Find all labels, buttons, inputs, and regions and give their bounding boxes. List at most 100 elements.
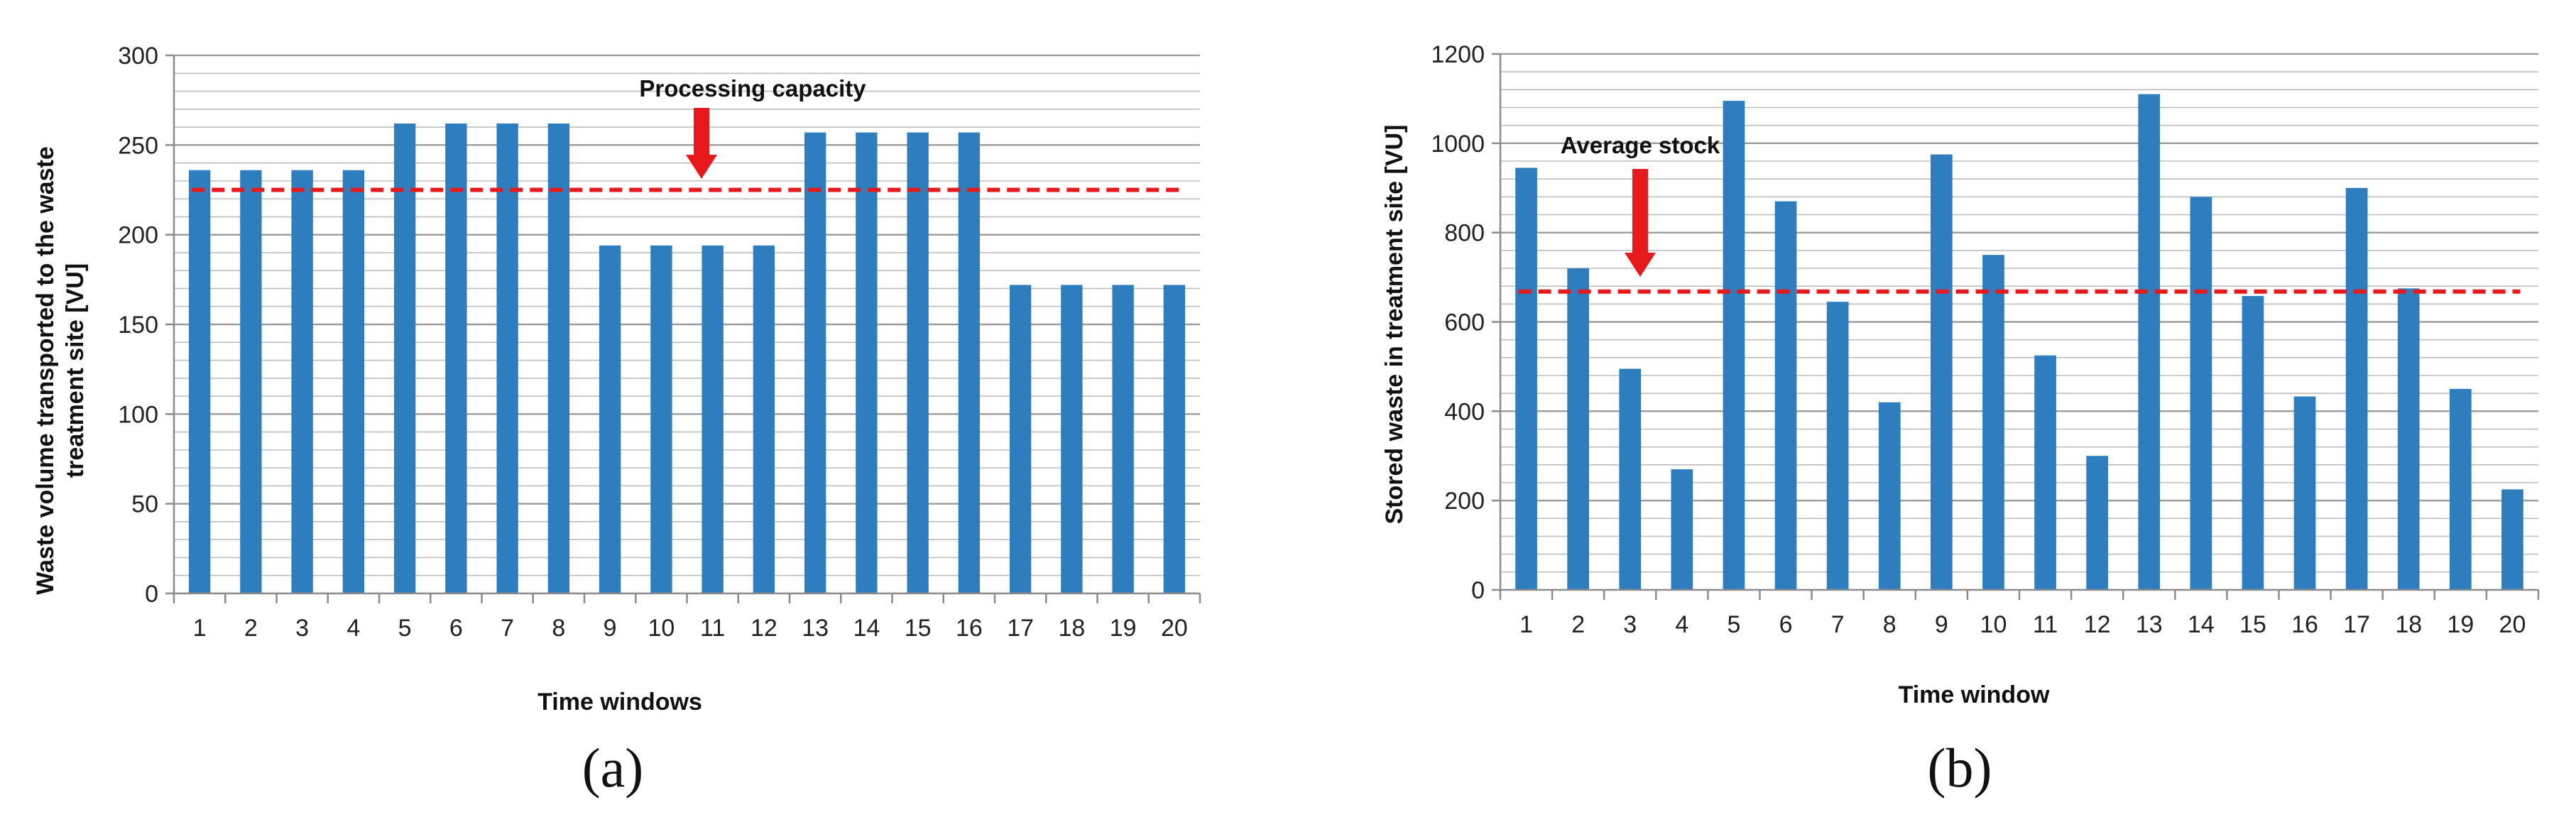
chart-a-x-tick-label: 2 [244, 615, 258, 642]
chart-a-bar [907, 132, 929, 593]
chart-a-x-tick-label: 15 [905, 615, 932, 642]
chart-a-x-tick-label: 4 [346, 615, 360, 642]
chart-a-bar [1061, 285, 1083, 593]
chart-b-x-tick-label: 5 [1727, 611, 1740, 638]
chart-b-x-axis-label: Time window [1899, 681, 2050, 708]
chart-a-bar [804, 132, 826, 593]
chart-a-bar [342, 170, 365, 593]
chart-b-x-tick-label: 11 [2033, 611, 2058, 638]
chart-a-bar [240, 170, 262, 593]
chart-a-x-tick-label: 18 [1058, 615, 1085, 642]
chart-b-bar [2034, 355, 2056, 590]
chart-a-y-axis-label-line2: treatment site [VU] [62, 263, 89, 478]
chart-a-x-tick-label: 1 [193, 615, 207, 642]
chart-b-bar [2138, 94, 2161, 590]
chart-b-y-tick-label: 1200 [1431, 41, 1485, 68]
chart-a-x-axis-label: Time windows [537, 689, 702, 715]
chart-b-bar [2190, 197, 2212, 590]
chart-b-bar [2449, 388, 2472, 590]
chart-a-y-axis-label: Waste volume transported to the waste tr… [32, 146, 89, 595]
chart-a-bar [496, 124, 518, 594]
chart-b-y-tick-label: 600 [1444, 309, 1485, 336]
chart-a-y-tick-labels: 0 50 100 150 200 250 300 [118, 43, 158, 608]
chart-b-x-tick-label: 6 [1779, 611, 1793, 638]
chart-a-axes [165, 54, 1201, 603]
chart-b-bar [2501, 489, 2523, 590]
chart-a-x-tick-label: 20 [1161, 615, 1188, 642]
chart-b-arrow-icon [1625, 169, 1656, 277]
chart-b-bar [1826, 302, 1849, 590]
chart-b-x-tick-label: 4 [1675, 611, 1688, 638]
chart-b-down-arrow-shape [1625, 169, 1656, 277]
chart-b-y-tick-labels: 0 200 400 600 800 1000 1200 [1431, 41, 1485, 604]
chart-b-y-axis-label: Stored waste in treatment site [VU] [1381, 124, 1408, 524]
chart-b-x-tick-label: 3 [1623, 611, 1637, 638]
chart-b-x-tick-label: 20 [2499, 611, 2526, 638]
chart-a-y-tick-label: 0 [145, 581, 158, 608]
chart-a-x-tick-label: 10 [648, 615, 675, 642]
chart-a-y-tick-label: 250 [118, 132, 158, 159]
chart-b-x-tick-label: 13 [2136, 611, 2163, 638]
chart-b-bar [2345, 187, 2368, 590]
chart-b-bars [1515, 94, 2523, 590]
chart-b-panel-label: (b) [1928, 737, 1992, 799]
chart-b-bar [1567, 268, 1590, 590]
chart-b-bar [1723, 101, 1745, 590]
chart-a-bar [958, 132, 981, 593]
chart-a-bars [188, 124, 1186, 594]
chart-a-bar [856, 132, 878, 593]
chart-b-x-tick-label: 9 [1935, 611, 1948, 638]
chart-a-x-tick-labels: 1 2 3 4 5 6 7 8 9 10 11 12 13 14 15 16 17 18 19 20 [193, 615, 1188, 642]
chart-a-y-tick-label: 200 [118, 222, 158, 249]
chart-a-x-tick-label: 17 [1007, 615, 1034, 642]
chart-b-y-tick-label: 0 [1471, 577, 1485, 604]
chart-a-x-tick-label: 9 [604, 615, 617, 642]
chart-b-axes [1492, 53, 2540, 600]
chart-b-bar [1671, 469, 1693, 590]
chart-b-x-tick-label: 8 [1883, 611, 1896, 638]
chart-b-x-tick-label: 7 [1831, 611, 1845, 638]
chart-b-bar [2397, 288, 2420, 590]
chart-a-bar [1112, 285, 1134, 593]
chart-a-bar [291, 170, 313, 593]
chart-b-x-tick-label: 17 [2343, 611, 2370, 638]
chart-b-bar [1515, 168, 1537, 590]
chart-b-bar [1619, 368, 1642, 590]
chart-a-x-tick-label: 16 [956, 615, 983, 642]
chart-b-y-axis-label-line1: Stored waste in treatment site [VU] [1381, 124, 1408, 524]
chart-b-bar [1878, 402, 1901, 590]
chart-a-bar [1009, 285, 1032, 593]
chart-a-bar [753, 245, 775, 593]
chart-a-y-tick-label: 50 [131, 491, 158, 518]
chart-a-x-tick-label: 8 [552, 615, 565, 642]
chart-b-x-tick-label: 12 [2084, 611, 2111, 638]
chart-a-bar [393, 124, 416, 594]
chart-a-bar [702, 245, 724, 593]
chart-a-bar [1163, 285, 1186, 593]
chart-b-y-tick-label: 400 [1444, 398, 1485, 425]
chart-a-x-tick-label: 5 [398, 615, 412, 642]
chart-a-bar [445, 124, 467, 594]
chart-b-x-tick-label: 2 [1571, 611, 1585, 638]
chart-b-bar [1930, 154, 1953, 590]
chart-b-y-tick-label: 1000 [1431, 131, 1485, 158]
chart-a-panel-label: (a) [582, 737, 644, 799]
chart-a-x-tick-label: 12 [751, 615, 777, 642]
chart-a-down-arrow-shape [686, 108, 717, 179]
chart-a-x-tick-label: 13 [802, 615, 829, 642]
chart-a-bar [650, 245, 672, 593]
chart-b-x-tick-label: 18 [2395, 611, 2422, 638]
chart-a-y-axis-label-line1: Waste volume transported to the waste [32, 146, 59, 595]
chart-a-bar [599, 245, 621, 593]
chart-b-x-tick-label: 14 [2188, 611, 2215, 638]
chart-a-gridlines [174, 54, 1200, 576]
chart-a-x-tick-label: 6 [449, 615, 463, 642]
chart-b-x-tick-labels: 1 2 3 4 5 6 7 8 9 10 11 12 13 14 15 16 17 18 19 20 [1519, 611, 2526, 638]
chart-a-x-tick-label: 3 [295, 615, 309, 642]
chart-b-y-tick-label: 800 [1444, 220, 1485, 247]
chart-b-y-tick-label: 200 [1444, 488, 1485, 515]
chart-b-x-tick-label: 10 [1980, 611, 2007, 638]
